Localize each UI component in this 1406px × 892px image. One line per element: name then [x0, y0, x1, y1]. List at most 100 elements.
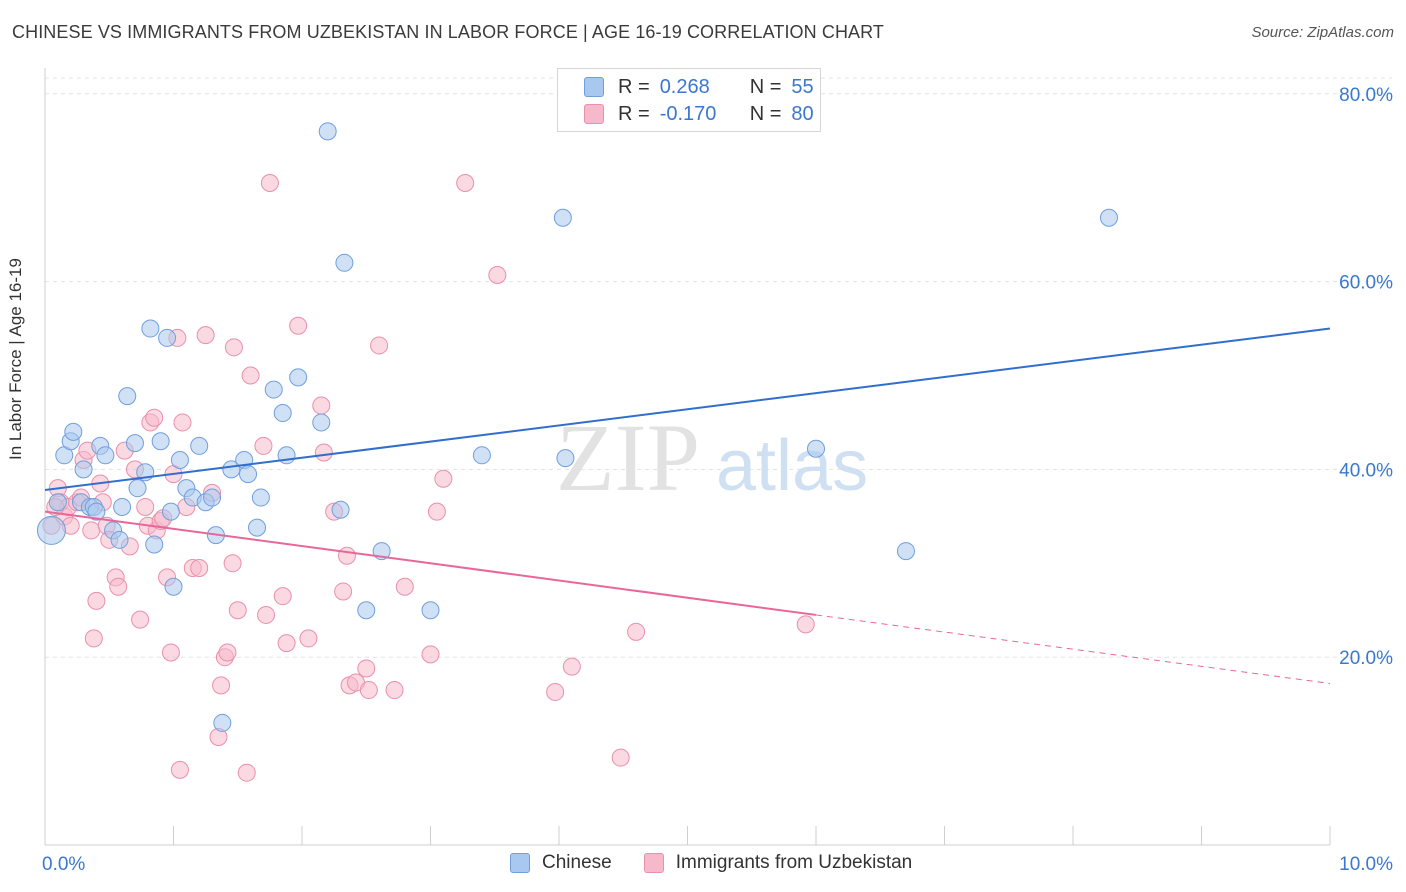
watermark-atlas: atlas — [716, 426, 868, 506]
data-point-uzbekistan — [136, 497, 155, 516]
trend-line-uzbekistan — [44, 510, 817, 616]
x-tick-label: 0.0% — [42, 854, 85, 875]
data-point-uzbekistan — [427, 502, 446, 521]
data-point-uzbekistan — [223, 554, 242, 573]
data-point-uzbekistan — [145, 408, 164, 427]
data-point-chinese — [273, 404, 292, 423]
data-point-chinese — [96, 446, 115, 465]
data-point-uzbekistan — [254, 436, 273, 455]
legend-n-label: N = — [749, 75, 782, 98]
data-point-uzbekistan — [260, 173, 279, 192]
trend-lines — [44, 327, 1331, 684]
data-point-chinese — [1099, 208, 1118, 227]
data-point-uzbekistan — [212, 676, 231, 695]
data-point-uzbekistan — [173, 413, 192, 432]
data-point-chinese — [48, 493, 67, 512]
y-tick-label: 40.0% — [1339, 460, 1393, 481]
legend-label-chinese: Chinese — [542, 852, 612, 873]
data-point-uzbekistan — [359, 681, 378, 700]
axes — [44, 68, 1331, 846]
data-point-chinese — [170, 451, 189, 469]
data-point-uzbekistan — [87, 591, 106, 610]
y-tick-label: 80.0% — [1339, 85, 1393, 106]
y-axis-label: In Labor Force | Age 16-19 — [6, 258, 25, 460]
data-point-uzbekistan — [456, 173, 475, 192]
data-point-uzbekistan — [312, 396, 331, 415]
data-point-uzbekistan — [395, 577, 414, 596]
data-point-chinese — [145, 535, 164, 554]
data-point-uzbekistan — [357, 659, 376, 678]
legend-swatch-uzbekistan — [584, 104, 604, 124]
data-point-chinese — [807, 439, 825, 458]
legend-n-value: 55 — [791, 75, 814, 98]
data-point-chinese — [239, 465, 258, 484]
data-point-uzbekistan — [546, 682, 565, 701]
data-point-chinese — [318, 122, 337, 141]
data-point-chinese — [251, 488, 270, 507]
data-point-chinese — [74, 460, 93, 479]
data-point-chinese — [556, 449, 575, 468]
data-point-chinese — [289, 368, 308, 387]
data-point-uzbekistan — [218, 643, 237, 662]
series-chinese-points — [36, 122, 1118, 732]
data-point-chinese — [110, 530, 129, 549]
data-point-uzbekistan — [161, 643, 180, 662]
legend-item-chinese: Chinese — [510, 852, 612, 874]
data-point-uzbekistan — [796, 615, 815, 634]
data-point-uzbekistan — [611, 748, 630, 767]
data-point-uzbekistan — [170, 760, 189, 779]
data-point-chinese — [553, 208, 572, 227]
data-point-uzbekistan — [241, 366, 260, 385]
data-point-chinese — [151, 432, 170, 451]
data-point-chinese — [335, 253, 354, 272]
data-point-chinese — [158, 328, 177, 347]
data-point-uzbekistan — [299, 629, 318, 648]
data-point-uzbekistan — [488, 266, 507, 285]
legend-r-value: -0.170 — [659, 102, 717, 125]
data-point-uzbekistan — [434, 469, 453, 488]
data-point-uzbekistan — [237, 763, 256, 782]
legend-row-uzbekistan: R = -0.170 N = 80 — [584, 102, 814, 126]
data-point-chinese — [128, 479, 147, 498]
data-point-chinese — [203, 488, 222, 507]
series-legend: Chinese Immigrants from Uzbekistan — [510, 852, 944, 874]
data-point-uzbekistan — [627, 622, 646, 641]
watermark-zip: ZIP — [556, 404, 700, 511]
legend-r-label: R = — [618, 75, 650, 98]
y-tick-label: 60.0% — [1339, 273, 1393, 294]
data-point-uzbekistan — [337, 546, 356, 565]
data-point-chinese — [421, 601, 440, 620]
correlation-legend: R = 0.268 N = 55 R = -0.170 N = 80 — [557, 68, 821, 132]
legend-swatch-uzbekistan — [643, 853, 664, 873]
data-point-uzbekistan — [84, 629, 103, 648]
data-point-chinese — [190, 436, 209, 455]
legend-swatch-chinese — [584, 77, 604, 97]
data-point-uzbekistan — [109, 577, 128, 596]
data-point-uzbekistan — [190, 558, 209, 577]
data-point-chinese — [64, 422, 83, 441]
data-point-uzbekistan — [314, 443, 333, 462]
data-point-chinese — [164, 577, 183, 596]
data-point-uzbekistan — [421, 645, 440, 664]
source-label: Source: ZipAtlas.com — [1251, 24, 1394, 41]
data-point-chinese — [161, 502, 180, 521]
data-point-chinese — [118, 387, 137, 406]
legend-label-uzbekistan: Immigrants from Uzbekistan — [675, 852, 913, 873]
trend-line-chinese — [44, 327, 1331, 492]
legend-swatch-chinese — [510, 853, 530, 873]
data-point-chinese — [264, 380, 283, 399]
data-point-chinese — [113, 497, 132, 516]
data-point-chinese — [213, 713, 232, 732]
data-point-uzbekistan — [257, 605, 276, 624]
x-tick-label: 10.0% — [1339, 854, 1393, 875]
data-point-uzbekistan — [289, 316, 308, 335]
legend-n-label: N = — [749, 102, 782, 125]
data-point-uzbekistan — [82, 521, 101, 540]
data-point-chinese — [357, 601, 376, 620]
trend-line-uzbekistan-extension — [815, 614, 1331, 684]
data-point-chinese — [36, 515, 66, 545]
data-point-uzbekistan — [273, 587, 292, 606]
legend-n-value: 80 — [791, 102, 814, 125]
data-point-uzbekistan — [562, 657, 581, 676]
